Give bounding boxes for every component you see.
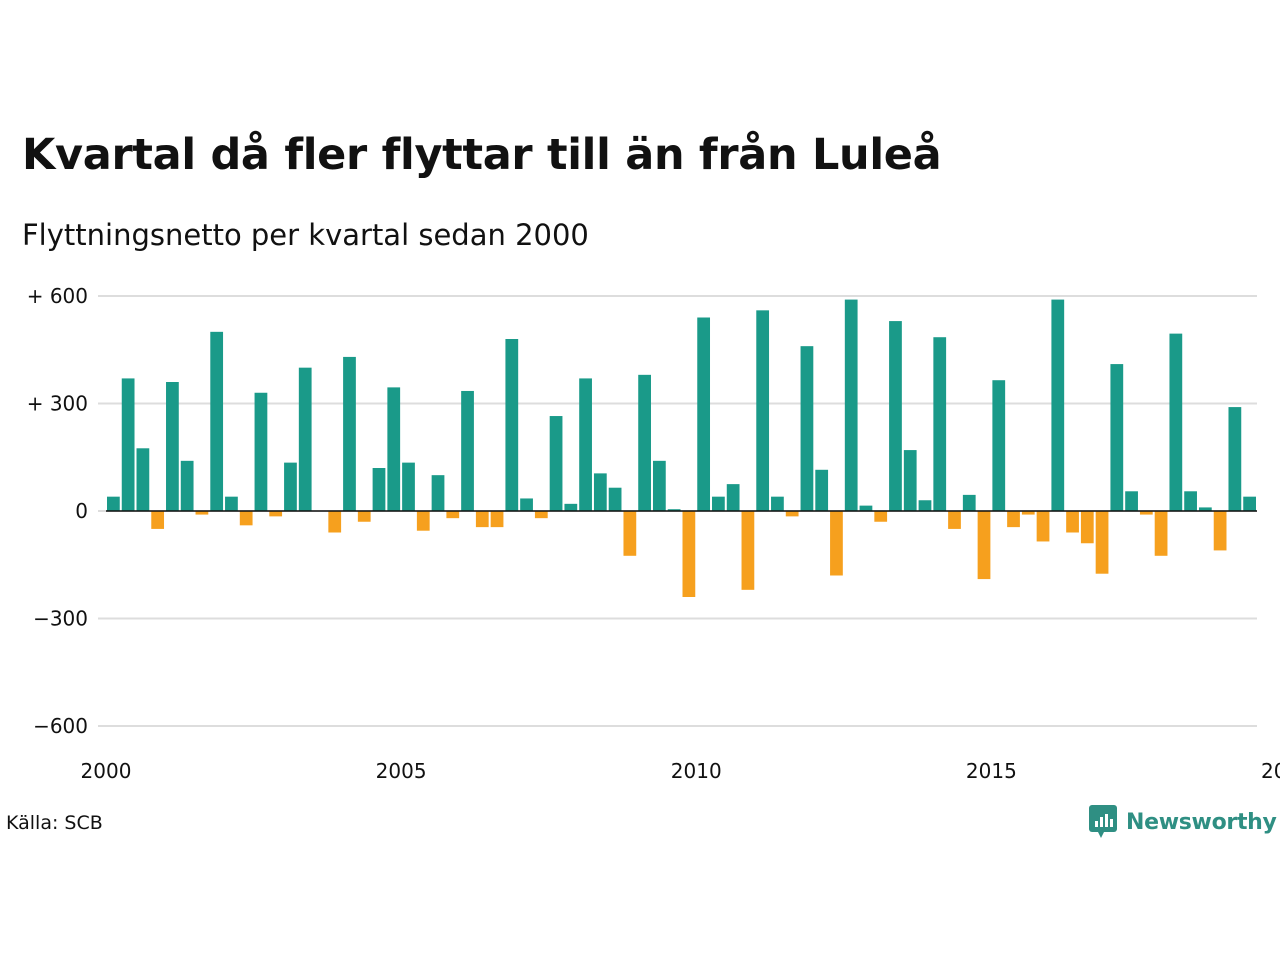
bar [225,496,238,511]
bar [1036,511,1050,542]
bar [564,503,578,511]
bar [446,511,460,519]
bar [756,310,770,511]
bar [284,462,297,511]
x-tick-label: 2015 [966,759,1017,783]
bar [1139,511,1153,515]
bar [121,378,135,511]
newsworthy-logo-icon [1089,805,1117,838]
bar [416,511,430,531]
bar [387,387,401,511]
bar [992,380,1006,511]
bar [874,511,888,522]
x-tick-label: 2020 [1261,759,1280,783]
bar [357,511,371,522]
y-tick-label: + 300 [27,392,88,416]
bar [461,390,474,511]
bar [107,496,120,511]
bar [239,511,253,526]
bar [180,460,194,511]
bar [652,460,666,511]
bar [343,356,356,511]
chart-title: Kvartal då fler flyttar till än från Lul… [22,130,942,180]
bar [1169,333,1183,511]
bar [1110,364,1124,511]
bar [682,511,696,597]
source-note: Källa: SCB [6,812,103,834]
bar-chart: + 600 + 300 0 −300 −600 2000 2005 2010 2015 2020 [27,284,1280,783]
bar [785,511,799,517]
bar [800,346,814,511]
bar [195,511,209,515]
bar [1080,511,1094,544]
bar [328,511,342,533]
bar [918,500,932,511]
bar [741,511,755,590]
chart-subtitle: Flyttningsnetto per kvartal sedan 2000 [22,218,589,252]
bar [490,511,504,528]
bar [151,511,165,529]
y-tick-label: −600 [33,714,88,738]
bar [1021,511,1035,515]
bar [889,321,902,511]
bar [1213,511,1227,551]
bar [475,511,489,528]
bar [136,448,150,511]
y-tick-label: + 600 [27,284,88,308]
x-tick-label: 2005 [376,759,427,783]
bar [298,367,312,511]
bar [269,511,283,517]
bar [1125,491,1138,511]
bar [830,511,843,576]
bar [1007,511,1020,528]
bar [726,484,740,511]
bar [1228,407,1242,511]
bar [1243,496,1256,511]
bar [623,511,637,556]
x-tick-label: 2000 [81,759,132,783]
bar [667,509,681,511]
bar [579,378,592,511]
brand-logo: Newsworthy [1088,804,1277,840]
bar [859,505,873,511]
bar [1066,511,1079,533]
bar [1198,507,1212,511]
bar [520,498,533,511]
bar [638,374,651,511]
bar [903,450,917,511]
bar [771,496,784,511]
y-tick-label: 0 [75,499,88,523]
bar [166,382,179,511]
bar [1095,511,1109,574]
bar [977,511,991,580]
bar [372,468,386,511]
bar [844,299,858,511]
bar [254,392,268,511]
bar [593,473,607,511]
bar [933,337,947,511]
x-tick-label: 2010 [671,759,722,783]
bar [712,496,725,511]
bar [505,339,519,511]
bar [549,416,563,511]
bar [402,462,415,511]
bar [948,511,961,529]
bar [962,494,976,511]
bar [608,487,622,511]
bar [431,475,445,511]
bar [697,317,711,511]
bar [210,331,224,511]
y-tick-label: −300 [33,607,88,631]
bar [815,469,829,511]
bar [534,511,548,519]
bar [1154,511,1168,556]
brand-name: Newsworthy [1126,809,1277,835]
bar [1184,491,1197,511]
bar [1051,299,1065,511]
